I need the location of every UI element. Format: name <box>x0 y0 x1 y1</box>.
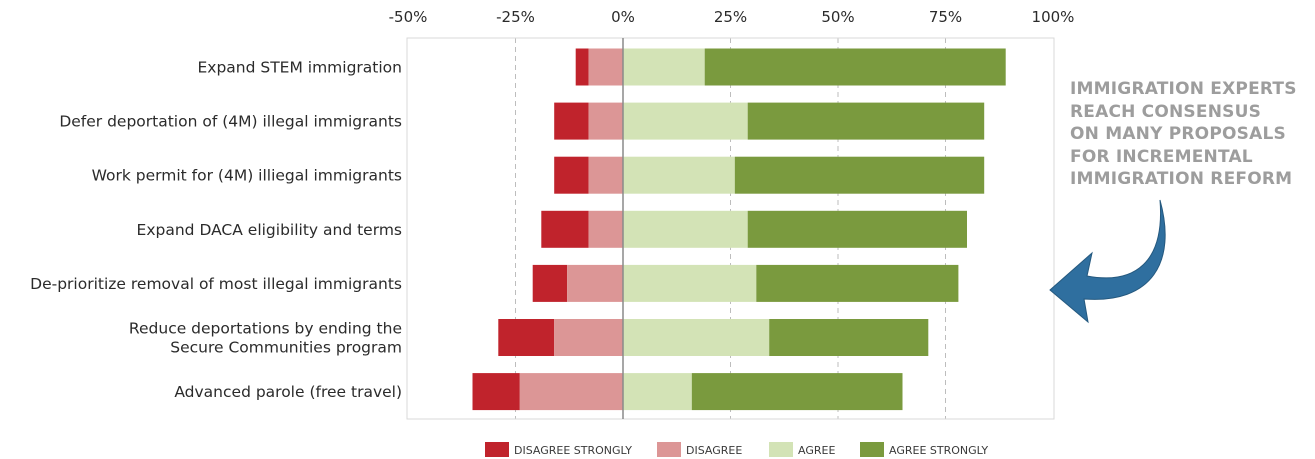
consensus-annotation: IMMIGRATION EXPERTS REACH CONSENSUS ON M… <box>1070 78 1315 191</box>
agree-strongly-bar <box>691 373 903 411</box>
x-tick-label: 75% <box>929 8 962 26</box>
agree-strongly-bar <box>704 48 1006 86</box>
disagree-bar <box>588 102 623 140</box>
annotation-line: IMMIGRATION EXPERTS <box>1070 79 1297 99</box>
agree-strongly-bar <box>756 264 959 302</box>
agree-strongly-bar <box>734 156 985 194</box>
disagree-bar <box>567 264 623 302</box>
disagree-bar <box>519 373 623 411</box>
agree-bar <box>623 319 770 356</box>
agree-strongly-bar <box>747 102 985 140</box>
legend-label: AGREE STRONGLY <box>889 444 988 457</box>
disagree-bar <box>554 319 623 356</box>
agree-bar <box>623 48 705 86</box>
disagree-strongly-bar <box>554 156 589 194</box>
legend-swatch <box>657 442 681 457</box>
disagree-strongly-bar <box>532 264 568 302</box>
legend-label: DISAGREE <box>686 444 742 457</box>
agree-bar <box>623 210 748 248</box>
agree-bar <box>623 373 692 411</box>
category-labels: Expand STEM immigration Defer deportation… <box>30 59 402 402</box>
category-label: Expand DACA eligibility and terms <box>137 221 402 239</box>
disagree-bar <box>588 48 623 86</box>
category-label: Expand STEM immigration <box>197 59 402 77</box>
x-axis-tick-labels: -50% -25% 0% 25% 50% 75% 100% <box>389 8 1075 26</box>
disagree-bar <box>588 156 623 194</box>
x-tick-label: -25% <box>496 8 535 26</box>
annotation-line: FOR INCREMENTAL <box>1070 146 1253 167</box>
category-label: De-prioritize removal of most illegal im… <box>30 275 402 293</box>
agree-bar <box>623 264 757 302</box>
x-tick-label: -50% <box>389 8 428 26</box>
legend-label: DISAGREE STRONGLY <box>514 444 632 457</box>
category-label: Defer deportation of (4M) illegal immigr… <box>59 113 402 131</box>
category-label: Work permit for (4M) illiegal immigrants <box>92 167 402 185</box>
x-tick-label: 100% <box>1032 8 1075 26</box>
x-tick-label: 25% <box>714 8 747 26</box>
agree-bar <box>623 156 735 194</box>
disagree-strongly-bar <box>575 48 589 86</box>
annotation-line: IMMIGRATION REFORM <box>1070 169 1293 189</box>
plot-area-border <box>406 37 1055 420</box>
disagree-strongly-bar <box>541 210 589 248</box>
x-tick-label: 50% <box>821 8 854 26</box>
annotation-line: REACH CONSENSUS <box>1070 101 1262 122</box>
legend-label: AGREE <box>798 444 835 457</box>
agree-strongly-bar <box>769 319 929 356</box>
disagree-strongly-bar <box>472 373 520 411</box>
disagree-strongly-bar <box>554 102 589 140</box>
legend-swatch <box>860 442 884 457</box>
disagree-strongly-bar <box>498 319 555 356</box>
disagree-bar <box>588 210 623 248</box>
legend-swatch <box>769 442 793 457</box>
agree-bar <box>623 102 748 140</box>
category-label: Reduce deportations by ending the <box>129 320 402 338</box>
agree-strongly-bar <box>747 210 967 248</box>
legend: DISAGREE STRONGLY DISAGREE AGREE AGREE STRO… <box>485 442 988 457</box>
bars <box>472 48 1006 411</box>
category-label: Advanced parole (free travel) <box>174 383 402 401</box>
x-tick-label: 0% <box>611 8 635 26</box>
legend-swatch <box>485 442 509 457</box>
curved-arrow-icon <box>1049 199 1166 324</box>
category-label: Secure Communities program <box>170 339 402 357</box>
annotation-line: ON MANY PROPOSALS <box>1070 124 1286 144</box>
